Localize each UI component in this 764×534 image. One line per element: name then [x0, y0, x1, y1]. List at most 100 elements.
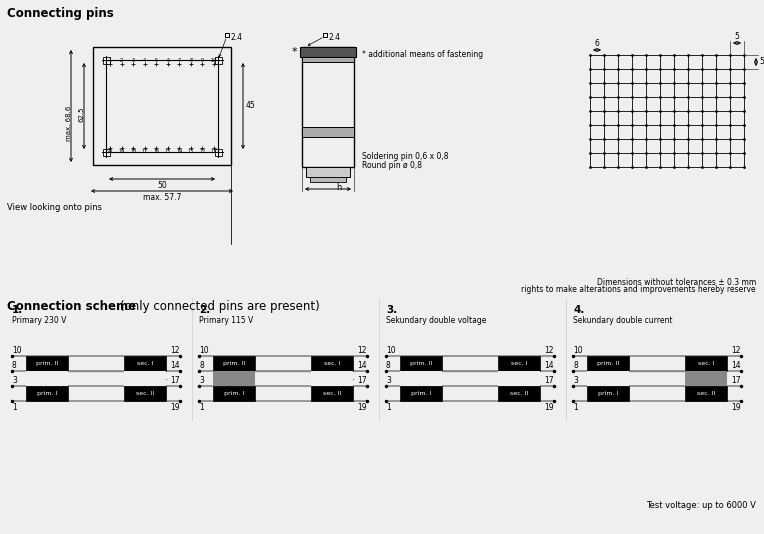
Bar — [302, 47, 354, 167]
Bar — [587, 386, 629, 401]
Text: sec. I: sec. I — [137, 361, 154, 366]
Text: 62.5: 62.5 — [79, 106, 85, 122]
Text: 3: 3 — [386, 376, 391, 385]
Text: 50: 50 — [157, 181, 167, 190]
Bar — [93, 47, 231, 165]
Text: 17: 17 — [545, 376, 554, 385]
Text: 1: 1 — [199, 403, 204, 412]
Text: 3: 3 — [573, 376, 578, 385]
Text: 12: 12 — [170, 346, 180, 355]
Text: 2: 2 — [120, 58, 123, 63]
Bar — [213, 356, 255, 371]
Text: max. 57.7: max. 57.7 — [143, 193, 181, 202]
Text: 2.4: 2.4 — [231, 33, 242, 42]
Text: 19: 19 — [545, 403, 554, 412]
Text: 18: 18 — [130, 149, 136, 154]
Text: 10: 10 — [386, 346, 396, 355]
Text: 14: 14 — [731, 361, 741, 370]
Text: Sekundary double voltage: Sekundary double voltage — [386, 316, 487, 325]
Text: 9: 9 — [201, 58, 204, 63]
Text: rights to make alterations and improvements hereby reserve: rights to make alterations and improveme… — [521, 285, 756, 294]
Text: 12: 12 — [358, 346, 367, 355]
Text: 17: 17 — [170, 376, 180, 385]
Text: 20: 20 — [107, 149, 113, 154]
Text: 8: 8 — [573, 361, 578, 370]
Text: Sekundary double current: Sekundary double current — [573, 316, 672, 325]
Bar — [587, 371, 629, 386]
Text: 12: 12 — [731, 346, 741, 355]
Text: 14: 14 — [545, 361, 554, 370]
Text: *: * — [291, 47, 296, 57]
Bar — [311, 386, 353, 401]
Text: 1.: 1. — [12, 305, 23, 315]
Text: 4: 4 — [143, 58, 146, 63]
Text: 8: 8 — [12, 361, 17, 370]
Bar — [213, 386, 255, 401]
Bar — [306, 167, 350, 177]
Text: 6: 6 — [167, 58, 170, 63]
Text: 10: 10 — [12, 346, 21, 355]
Bar — [124, 386, 166, 401]
Bar — [302, 57, 354, 62]
Bar — [26, 386, 68, 401]
Text: 1: 1 — [108, 58, 112, 63]
Text: Round pin ø 0,8: Round pin ø 0,8 — [362, 161, 422, 170]
Text: 16: 16 — [153, 149, 160, 154]
Text: Test voltage: up to 6000 V: Test voltage: up to 6000 V — [646, 501, 756, 510]
Bar — [323, 33, 326, 36]
Bar — [215, 148, 222, 155]
Bar — [300, 47, 356, 57]
Text: Connecting pins: Connecting pins — [7, 7, 114, 20]
Bar — [310, 177, 346, 182]
Bar — [587, 356, 629, 371]
Text: 5: 5 — [154, 58, 158, 63]
Text: 5: 5 — [734, 32, 740, 41]
Bar — [400, 356, 442, 371]
Text: prim. II: prim. II — [36, 361, 58, 366]
Bar — [685, 356, 727, 371]
Text: prim. I: prim. I — [411, 391, 431, 396]
Bar — [311, 356, 353, 371]
Text: 7: 7 — [178, 58, 181, 63]
Bar — [26, 356, 68, 371]
Text: 3: 3 — [131, 58, 134, 63]
Text: 14: 14 — [176, 149, 183, 154]
Text: 10: 10 — [199, 346, 209, 355]
Text: prim. II: prim. II — [597, 361, 619, 366]
Text: 19: 19 — [731, 403, 741, 412]
Bar — [311, 371, 353, 386]
Text: Primary 115 V: Primary 115 V — [199, 316, 253, 325]
Text: 17: 17 — [141, 149, 147, 154]
Text: prim. II: prim. II — [223, 361, 245, 366]
Bar — [106, 60, 218, 152]
Text: Dimensions without tolerances ± 0.3 mm: Dimensions without tolerances ± 0.3 mm — [597, 278, 756, 287]
Bar — [685, 371, 727, 386]
Text: 2.: 2. — [199, 305, 210, 315]
Text: * additional means of fastening: * additional means of fastening — [362, 50, 483, 59]
Text: 5: 5 — [759, 58, 764, 67]
Text: sec. II: sec. II — [510, 391, 528, 396]
Text: Connection scheme: Connection scheme — [7, 300, 136, 313]
Bar — [498, 356, 540, 371]
Text: sec. I: sec. I — [698, 361, 714, 366]
Text: 3: 3 — [12, 376, 17, 385]
Text: 1: 1 — [573, 403, 578, 412]
Bar — [102, 148, 109, 155]
Text: 4.: 4. — [573, 305, 584, 315]
Text: 8: 8 — [189, 58, 193, 63]
Bar — [498, 371, 540, 386]
Text: sec. II: sec. II — [323, 391, 342, 396]
Bar — [225, 33, 228, 36]
Text: 11: 11 — [211, 149, 217, 154]
Text: sec. II: sec. II — [697, 391, 715, 396]
Text: 1: 1 — [386, 403, 390, 412]
Text: 10: 10 — [211, 58, 217, 63]
Text: 3: 3 — [199, 376, 204, 385]
Text: prim. II: prim. II — [410, 361, 432, 366]
Bar — [215, 57, 222, 64]
Text: 10: 10 — [573, 346, 583, 355]
Text: 8: 8 — [386, 361, 390, 370]
Text: 12: 12 — [199, 149, 206, 154]
Bar — [124, 371, 166, 386]
Bar — [498, 386, 540, 401]
